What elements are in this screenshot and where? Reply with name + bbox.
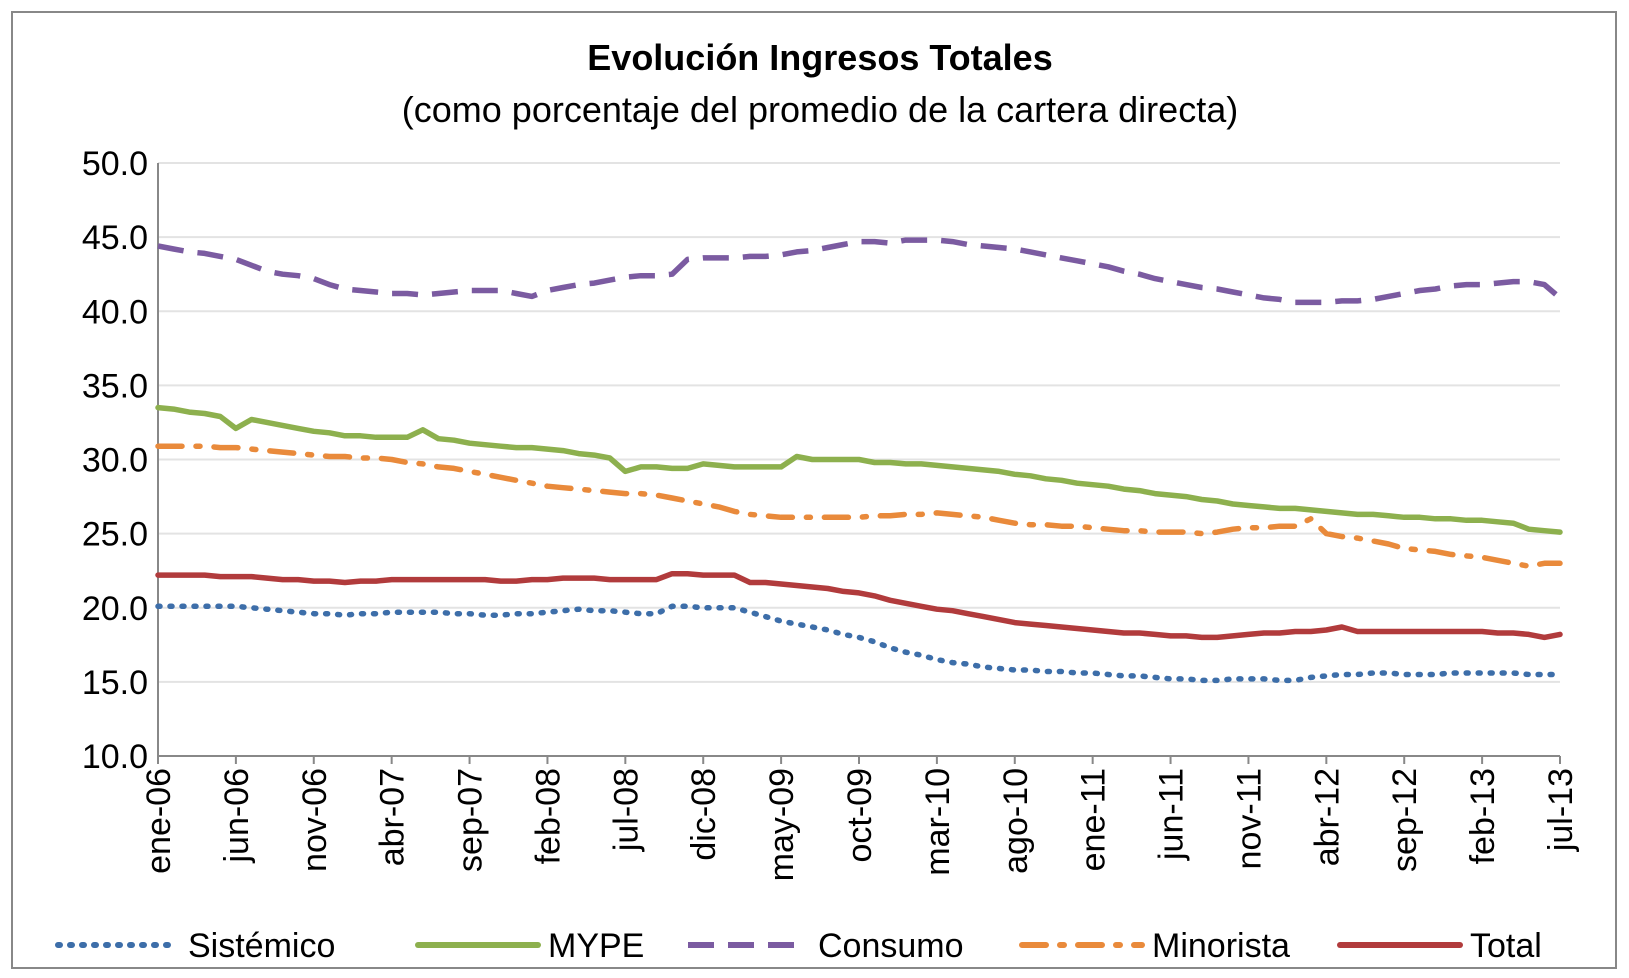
series-line xyxy=(155,570,1563,641)
x-tick-label: ene-11 xyxy=(1075,768,1113,871)
legend-item: Consumo xyxy=(688,927,964,965)
x-tick-label: jun-11 xyxy=(1153,768,1191,861)
x-tick-label: sep-07 xyxy=(452,768,490,872)
x-tick-label: mar-10 xyxy=(919,768,957,876)
series-line xyxy=(155,603,1563,684)
x-tick-label: nov-11 xyxy=(1230,768,1268,869)
x-tick-label: sep-12 xyxy=(1386,768,1424,872)
legend-label: MYPE xyxy=(548,927,644,965)
legend-label: Sistémico xyxy=(188,927,335,965)
x-tick-label: feb-08 xyxy=(529,768,567,864)
series-line xyxy=(155,404,1563,535)
y-tick-label: 10.0 xyxy=(82,738,148,776)
chart-title: Evolución Ingresos Totales xyxy=(587,37,1052,78)
y-tick-label: 50.0 xyxy=(82,145,148,183)
series-line xyxy=(155,443,1563,569)
y-tick-label: 30.0 xyxy=(82,442,148,480)
x-tick-label: dic-08 xyxy=(685,768,723,861)
legend-label: Total xyxy=(1470,927,1542,965)
x-tick-label: oct-09 xyxy=(841,768,879,863)
x-tick-label: feb-13 xyxy=(1464,768,1502,864)
chart-border xyxy=(11,11,1617,969)
x-tick-label: jul-08 xyxy=(607,768,645,852)
chart-subtitle: (como porcentaje del promedio de la cart… xyxy=(402,89,1238,130)
x-tick-label: may-09 xyxy=(763,768,801,881)
x-tick-label: jul-13 xyxy=(1542,768,1580,852)
x-tick-label: ene-06 xyxy=(140,768,178,874)
legend-label: Consumo xyxy=(818,927,964,965)
y-tick-label: 40.0 xyxy=(82,293,148,331)
y-tick-label: 25.0 xyxy=(82,516,148,554)
y-tick-label: 20.0 xyxy=(82,590,148,628)
x-tick-label: jun-06 xyxy=(218,768,256,864)
y-tick-label: 45.0 xyxy=(82,219,148,257)
series-line xyxy=(157,237,1562,306)
x-tick-label: abr-07 xyxy=(374,768,412,866)
x-tick-label: ago-10 xyxy=(997,768,1035,874)
legend-item: Minorista xyxy=(1019,927,1290,965)
legend-item: Total xyxy=(1337,927,1542,965)
y-tick-label: 15.0 xyxy=(82,664,148,702)
legend-label: Minorista xyxy=(1152,927,1290,965)
x-tick-label: abr-12 xyxy=(1308,768,1346,866)
legend-item: Sistémico xyxy=(55,927,335,965)
legend-item: MYPE xyxy=(415,927,644,965)
y-tick-label: 35.0 xyxy=(82,367,148,405)
x-tick-label: nov-06 xyxy=(296,768,334,872)
